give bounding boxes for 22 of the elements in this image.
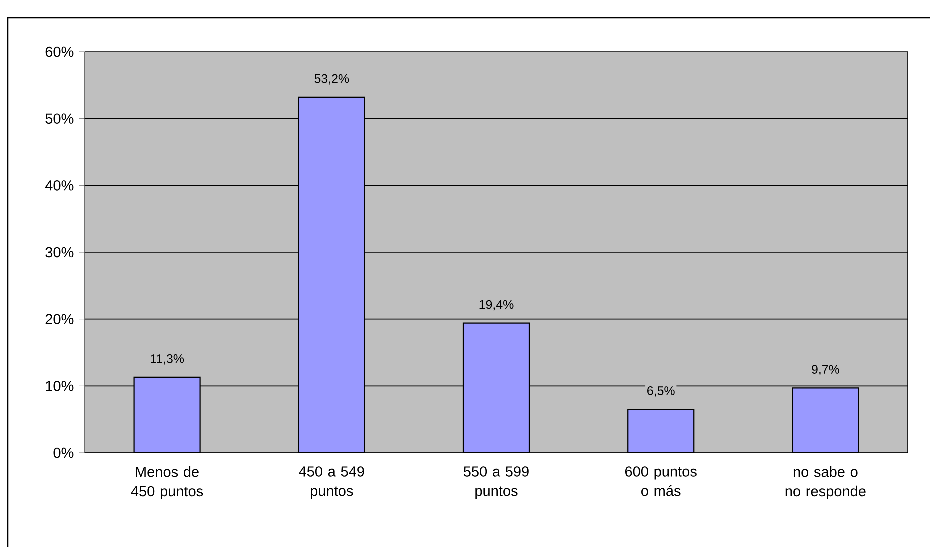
bar (134, 376, 201, 453)
x-tick-label: 450 a 549 puntos (299, 466, 364, 500)
data-label: 9,7% (812, 365, 840, 376)
y-tick-label: 40% (45, 180, 74, 191)
y-tick-label: 50% (46, 114, 74, 124)
x-tick-label: 600 puntos o más (625, 466, 697, 496)
y-tick-label: 60% (46, 46, 74, 58)
data-label: 53,2% (314, 74, 350, 85)
y-tick-label: 30% (46, 247, 74, 258)
y-tick-label: 0% (54, 448, 74, 458)
bar (792, 388, 860, 453)
data-label: 11,3% (151, 354, 184, 365)
data-label: 6,5% (648, 386, 675, 397)
x-tick-label: 550 a 599 puntos (464, 466, 529, 500)
x-tick-label: Menos de 450 puntos (131, 466, 204, 500)
bar (462, 322, 530, 453)
y-tick-label: 20% (46, 314, 74, 324)
bar (298, 96, 366, 453)
bar (628, 409, 695, 453)
y-tick-label: 10% (46, 381, 74, 392)
x-tick-label: no sabe o no responde (786, 466, 866, 500)
data-label: 19,4% (480, 300, 514, 311)
